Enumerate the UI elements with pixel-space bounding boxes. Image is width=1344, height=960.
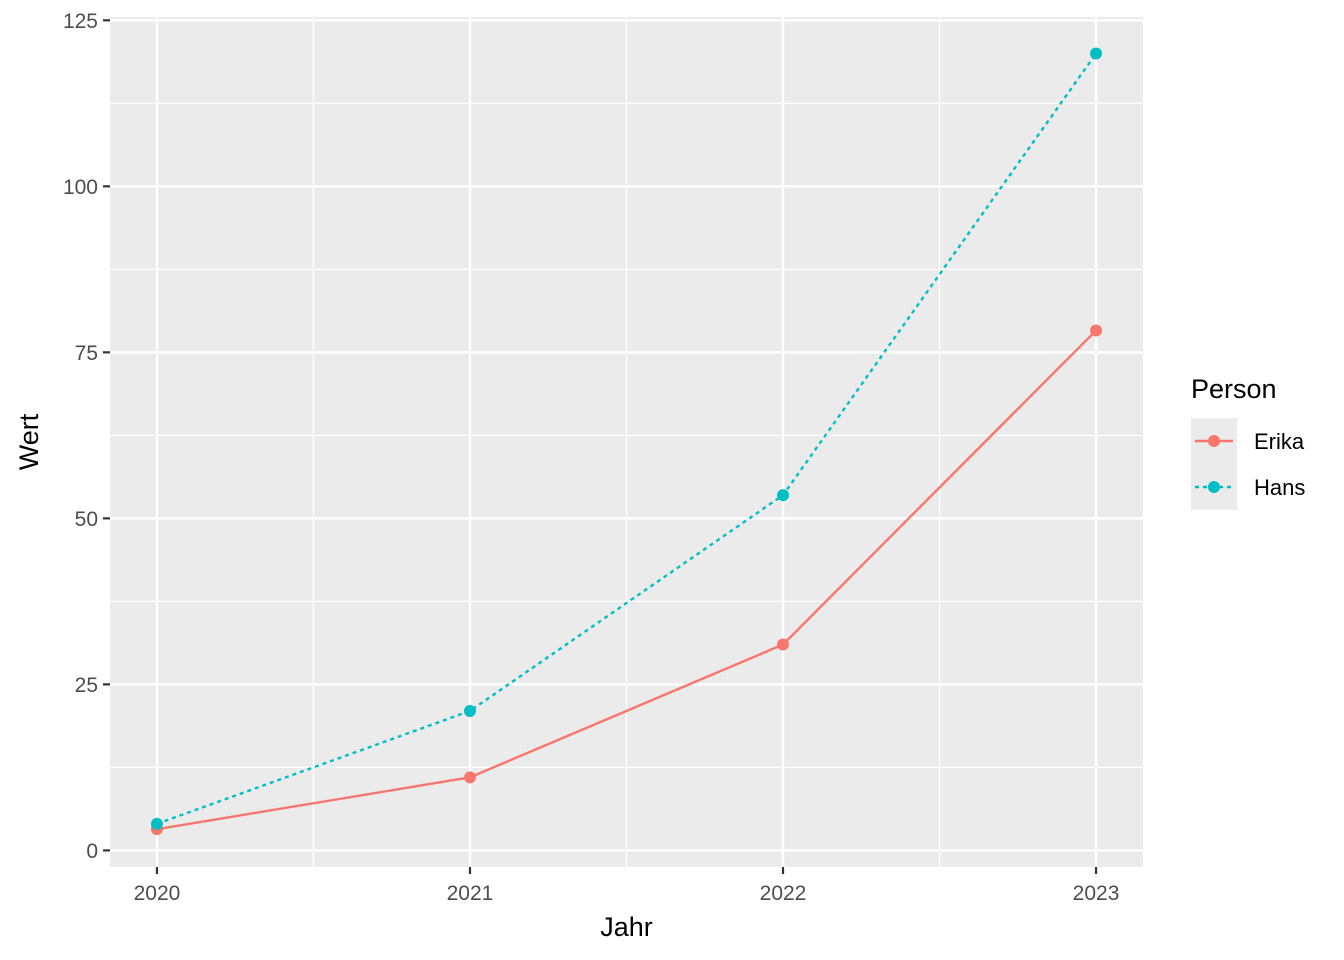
- x-tick-label: 2022: [760, 882, 807, 905]
- legend-title: Person: [1191, 374, 1277, 404]
- y-tick-label: 25: [75, 674, 98, 697]
- legend-label-erika: Erika: [1254, 429, 1305, 454]
- series-layer: [150, 47, 1103, 836]
- y-tick-label: 0: [86, 840, 98, 863]
- x-axis-title: Jahr: [600, 912, 653, 942]
- y-tick-label: 125: [63, 10, 98, 33]
- data-point-hans: [1090, 47, 1103, 60]
- legend-label-hans: Hans: [1254, 475, 1305, 500]
- series-line-hans: [156, 52, 1098, 825]
- data-point-hans: [777, 489, 790, 502]
- x-tick-label: 2021: [447, 882, 494, 905]
- legend-items: Erika Hans: [1191, 418, 1305, 510]
- data-point-erika: [777, 638, 790, 651]
- y-axis-title: Wert: [14, 413, 44, 470]
- y-tick-label: 75: [75, 342, 98, 365]
- data-point-erika: [463, 771, 476, 784]
- data-point-erika: [1090, 324, 1103, 337]
- x-tick-label: 2020: [134, 882, 181, 905]
- x-tick-label: 2023: [1073, 882, 1120, 905]
- legend-point-hans: [1208, 481, 1220, 493]
- legend: Person Erika Hans: [1191, 374, 1305, 510]
- minor-gridlines: [110, 17, 1143, 867]
- major-gridlines: [110, 17, 1143, 867]
- y-tick-labels: 0 25 50 75 100 125: [63, 10, 98, 863]
- x-tick-labels: 2020 2021 2022 2023: [134, 882, 1120, 905]
- y-tick-label: 100: [63, 176, 98, 199]
- data-point-hans: [463, 704, 476, 717]
- series-line-erika: [156, 329, 1097, 831]
- legend-point-erika: [1208, 435, 1220, 447]
- data-point-hans: [150, 817, 163, 830]
- y-tick-label: 50: [75, 508, 98, 531]
- axis-ticks: [103, 19, 1098, 874]
